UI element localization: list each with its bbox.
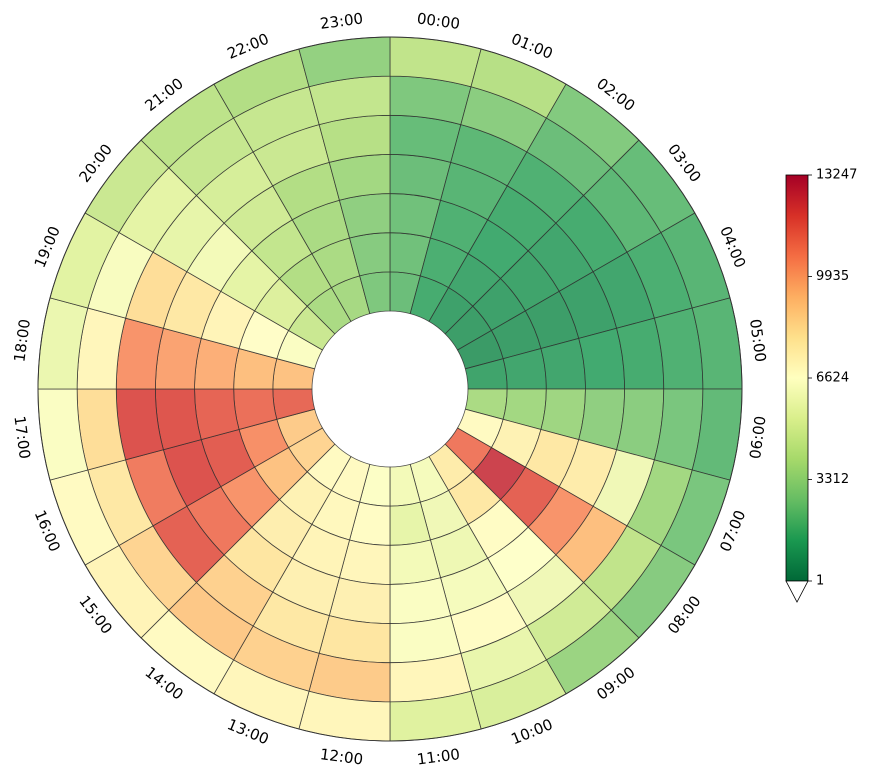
hour-label: 05:00 <box>746 318 769 363</box>
hour-label: 12:00 <box>319 745 364 768</box>
hour-label: 16:00 <box>31 508 64 555</box>
heatmap-cell <box>155 388 202 451</box>
colorbar-min-extension <box>785 580 809 603</box>
colorbar-tick-label: 9935 <box>816 269 849 284</box>
hour-label: 17:00 <box>10 415 33 460</box>
hour-label: 23:00 <box>319 9 364 32</box>
outer-ring <box>37 36 743 742</box>
hour-label: 00:00 <box>416 9 461 32</box>
colorbar-tick-label: 13247 <box>816 168 857 183</box>
heatmap-cells <box>37 36 743 742</box>
hour-label: 06:00 <box>746 415 769 460</box>
hour-label: 01:00 <box>509 30 556 63</box>
hour-label: 10:00 <box>509 715 556 748</box>
heatmap-cell <box>328 154 391 201</box>
colorbar-tick-label: 1 <box>816 574 824 589</box>
colorbar-tick-label: 3312 <box>816 472 849 487</box>
colorbar-ticks: 1 3312 6624 9935 13247 <box>808 168 857 589</box>
colorbar-tick-label: 6624 <box>816 371 849 386</box>
hour-label: 07:00 <box>716 508 749 555</box>
heatmap-cell <box>155 327 202 390</box>
colorbar: 1 3312 6624 9935 13247 <box>785 168 857 603</box>
heatmap-cell <box>578 327 625 390</box>
heatmap-cell <box>578 388 625 451</box>
hour-label: 18:00 <box>10 318 33 363</box>
heatmap-cell <box>389 577 452 624</box>
hour-label: 13:00 <box>225 715 272 748</box>
hour-label: 22:00 <box>225 30 272 63</box>
heatmap-cell <box>328 577 391 624</box>
colorbar-bar <box>785 174 809 582</box>
hour-label: 19:00 <box>31 224 64 271</box>
hour-label: 04:00 <box>716 224 749 271</box>
hour-label: 11:00 <box>416 745 461 768</box>
heatmap-cell <box>389 154 452 201</box>
